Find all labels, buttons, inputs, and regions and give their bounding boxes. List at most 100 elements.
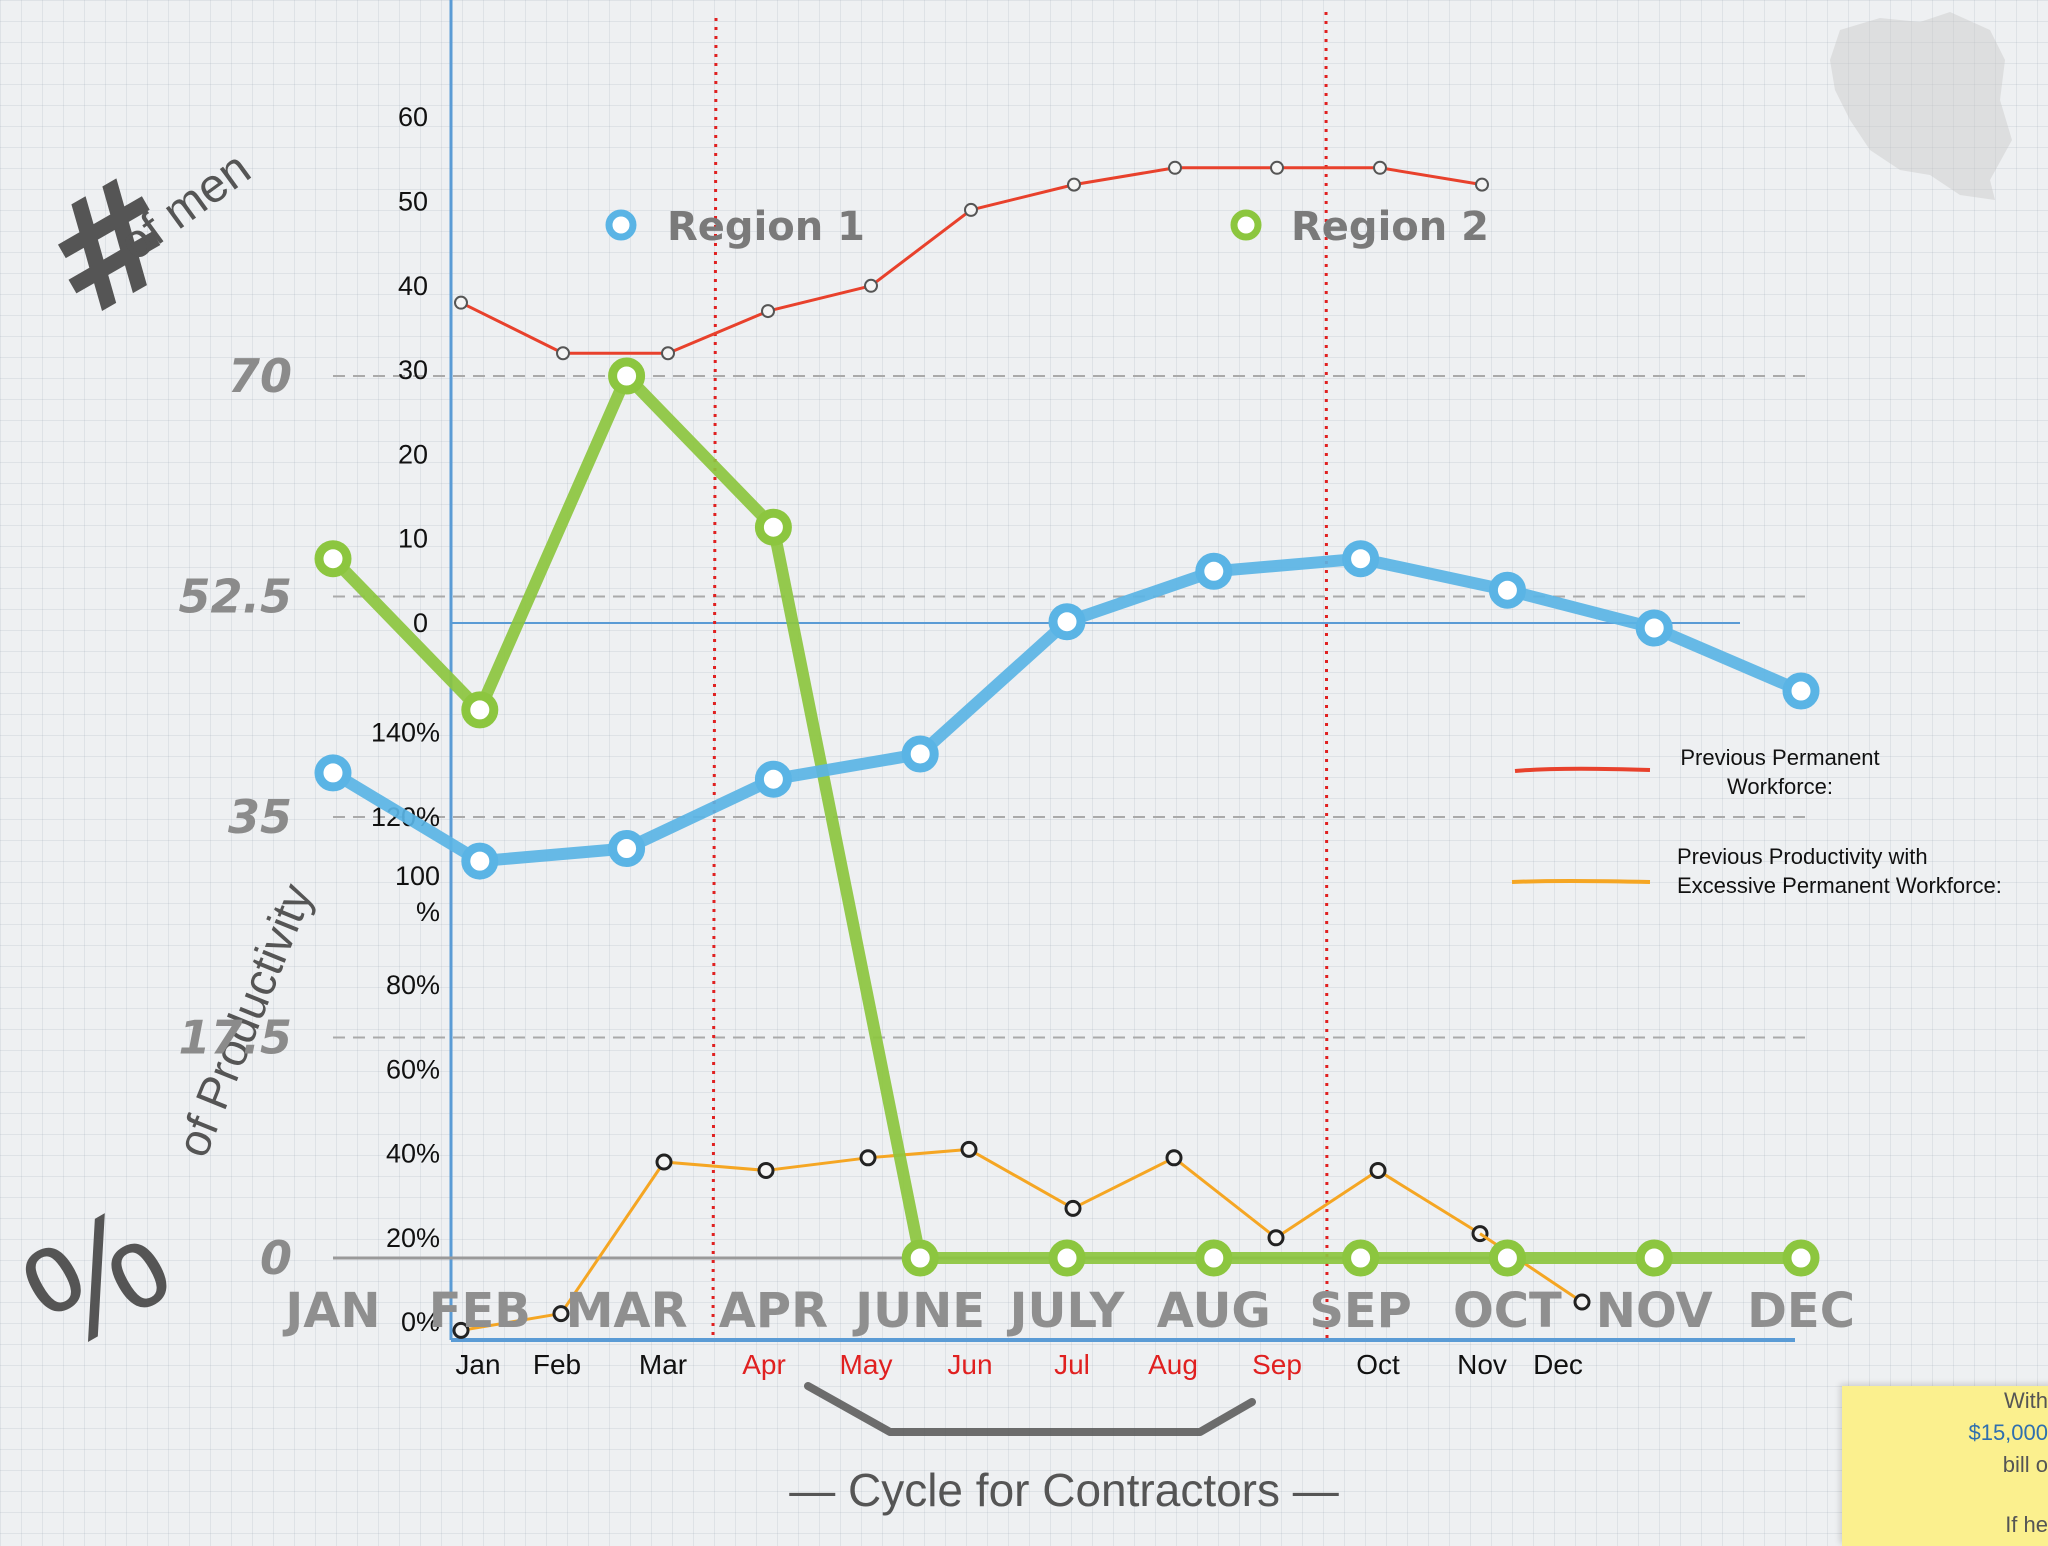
legend-productivity-line2: Excessive Permanent Workforce: bbox=[1677, 873, 2002, 898]
region-x-tick: FEB bbox=[429, 1283, 531, 1339]
month-x-tick: May bbox=[840, 1349, 893, 1380]
workforce-series bbox=[454, 160, 1489, 361]
region2-point bbox=[1635, 1239, 1673, 1277]
productivity-y-tick: 40% bbox=[386, 1139, 440, 1169]
region-x-tick: MAR bbox=[566, 1283, 688, 1339]
region-y-tick: 70 bbox=[228, 349, 292, 403]
region-x-tick: JULY bbox=[1007, 1283, 1126, 1339]
month-x-tick: Feb bbox=[533, 1349, 581, 1380]
month-x-tick: Mar bbox=[639, 1349, 687, 1380]
workforce-point bbox=[1168, 160, 1182, 175]
region-y-tick: 52.5 bbox=[179, 570, 293, 624]
month-x-tick: Jul bbox=[1054, 1349, 1090, 1380]
productivity-point bbox=[960, 1140, 978, 1158]
men-y-tick: 50 bbox=[398, 187, 428, 217]
region-x-tick: OCT bbox=[1453, 1283, 1562, 1339]
region-y-tick: 0 bbox=[260, 1231, 292, 1285]
region2-point bbox=[314, 540, 352, 578]
men-y-tick: 10 bbox=[398, 524, 428, 554]
legend-productivity-swatch bbox=[1511, 879, 1651, 884]
productivity-point bbox=[1165, 1149, 1183, 1167]
workforce-point bbox=[1067, 177, 1081, 192]
productivity-point bbox=[757, 1161, 775, 1179]
legend-workforce-swatch bbox=[1514, 766, 1651, 773]
productivity-point bbox=[859, 1149, 877, 1167]
legend-region1-marker bbox=[605, 209, 637, 241]
men-y-tick: 30 bbox=[398, 355, 428, 385]
region-x-tick: JUNE bbox=[852, 1283, 985, 1339]
big-gridlines bbox=[333, 375, 1805, 1039]
workforce-line bbox=[460, 166, 1483, 355]
region2-point bbox=[1195, 1239, 1233, 1277]
region2-series bbox=[314, 357, 1820, 1277]
month-x-tick: Sep bbox=[1252, 1349, 1302, 1380]
region1-point bbox=[1048, 603, 1086, 641]
region1-point bbox=[754, 760, 792, 798]
legend-region1-label: Region 1 bbox=[667, 204, 865, 250]
men-y-tick: 20 bbox=[398, 439, 428, 469]
region-y-tick: 35 bbox=[228, 790, 292, 844]
month-x-tick: Aug bbox=[1148, 1349, 1198, 1380]
workforce-point bbox=[556, 346, 570, 361]
region2-point bbox=[1342, 1239, 1380, 1277]
cycle-label: — Cycle for Contractors — bbox=[789, 1464, 1339, 1516]
region1-point bbox=[1195, 552, 1233, 590]
workforce-point bbox=[1475, 177, 1489, 192]
region-x-labels: JAN FEB MAR APR JUNE JULY AUG SEP OCT NOV DEC bbox=[282, 1283, 1855, 1339]
region2-point bbox=[608, 357, 646, 395]
productivity-point bbox=[452, 1321, 470, 1339]
productivity-y-tick: 20% bbox=[386, 1223, 440, 1253]
region-x-tick: APR bbox=[719, 1283, 828, 1339]
productivity-y-ticks: 0%20%40%60%80%100%120%140% bbox=[371, 718, 440, 1337]
region1-point bbox=[1342, 540, 1380, 578]
productivity-point bbox=[1267, 1229, 1285, 1247]
region2-point bbox=[1048, 1239, 1086, 1277]
region-x-tick: JAN bbox=[282, 1283, 380, 1339]
productivity-y-tick: 80% bbox=[386, 970, 440, 1000]
productivity-point bbox=[1064, 1199, 1082, 1217]
region1-point bbox=[1488, 571, 1526, 609]
productivity-point bbox=[1369, 1161, 1387, 1179]
percent-symbol-label: % bbox=[0, 1171, 196, 1383]
region-y-tick: 17.5 bbox=[179, 1011, 293, 1065]
workforce-point bbox=[761, 304, 775, 319]
workforce-point bbox=[964, 202, 978, 217]
map-watermark bbox=[1830, 12, 2012, 200]
month-x-tick: Apr bbox=[742, 1349, 786, 1380]
region-x-tick: DEC bbox=[1747, 1283, 1855, 1339]
note-line3: bill o bbox=[2002, 1452, 2048, 1477]
region-y-ticks: 0 17.5 35 52.5 70 bbox=[179, 349, 293, 1285]
cycle-bracket bbox=[804, 1382, 1256, 1436]
region-x-tick: AUG bbox=[1157, 1283, 1271, 1339]
legend-region2-marker bbox=[1230, 209, 1262, 241]
note-line2: $15,000 bbox=[1968, 1420, 2048, 1445]
workforce-point bbox=[1373, 160, 1387, 175]
men-hash-label: # bbox=[13, 140, 209, 354]
productivity-y-tick: 0% bbox=[401, 1307, 440, 1337]
month-x-labels: Jan Feb Mar Apr May Jun Jul Aug Sep Oct Nov Dec bbox=[455, 1349, 1582, 1380]
region2-point bbox=[901, 1239, 939, 1277]
region2-point bbox=[461, 691, 499, 729]
men-y-tick: 0 bbox=[413, 608, 428, 638]
productivity-y-tick: 100 bbox=[395, 861, 440, 891]
productivity-y-tick: 140% bbox=[371, 718, 440, 748]
productivity-point bbox=[1573, 1293, 1591, 1311]
legend-region2-label: Region 2 bbox=[1291, 204, 1489, 250]
productivity-point bbox=[655, 1153, 673, 1171]
region1-series bbox=[314, 540, 1820, 880]
legend-productivity-line1: Previous Productivity with bbox=[1677, 844, 1928, 869]
note-line1: With bbox=[2004, 1388, 2048, 1413]
month-x-tick: Oct bbox=[1356, 1349, 1400, 1380]
men-y-ticks: 0 10 20 30 40 50 60 bbox=[398, 102, 428, 638]
month-x-tick: Jan bbox=[455, 1349, 500, 1380]
region1-point bbox=[461, 842, 499, 880]
month-x-tick: Nov bbox=[1457, 1349, 1507, 1380]
region1-point bbox=[901, 735, 939, 773]
workforce-point bbox=[1270, 160, 1284, 175]
sticky-note: With $15,000 bill o If he bbox=[1842, 1386, 2048, 1546]
region2-point bbox=[1488, 1239, 1526, 1277]
region1-point bbox=[314, 754, 352, 792]
legend-workforce-line2: Workforce: bbox=[1727, 774, 1833, 799]
workforce-point bbox=[661, 346, 675, 361]
